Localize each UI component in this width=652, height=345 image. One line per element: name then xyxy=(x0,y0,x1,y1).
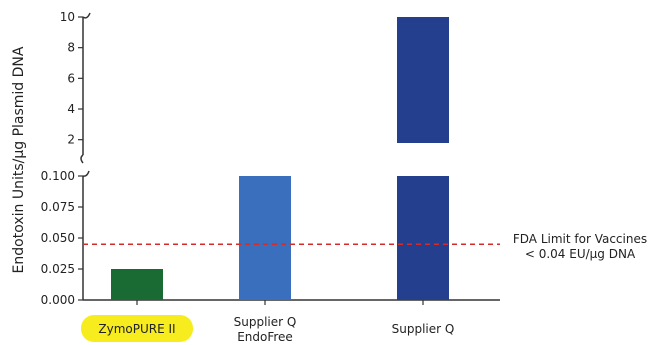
y-axis-title: Endotoxin Units/µg Plasmid DNA xyxy=(11,46,27,273)
x-tick-label: Supplier Q EndoFree xyxy=(234,315,297,344)
axis-break-mark xyxy=(82,12,91,19)
reference-line-label: FDA Limit for Vaccines < 0.04 EU/µg DNA xyxy=(513,232,647,261)
x-tick-label: ZymoPURE II xyxy=(98,322,175,336)
y-tick-label: 0.075 xyxy=(41,200,75,214)
bar xyxy=(239,176,291,300)
axis-break-mark xyxy=(80,154,84,164)
axis-break-mark xyxy=(82,170,90,177)
category-highlight xyxy=(81,315,193,342)
y-tick-label: 6 xyxy=(67,71,75,85)
y-tick-label: 2 xyxy=(67,133,75,147)
y-tick-label: 0.100 xyxy=(41,169,75,183)
y-tick-label: 4 xyxy=(67,102,75,116)
bar xyxy=(111,269,163,300)
y-tick-label: 0.000 xyxy=(41,293,75,307)
bar-upper-segment xyxy=(397,17,449,143)
x-tick-label: Supplier Q xyxy=(392,322,455,336)
y-tick-label: 0.025 xyxy=(41,262,75,276)
y-tick-label: 0.050 xyxy=(41,231,75,245)
y-tick-label: 10 xyxy=(60,10,75,24)
y-tick-label: 8 xyxy=(67,41,75,55)
bar xyxy=(397,176,449,300)
